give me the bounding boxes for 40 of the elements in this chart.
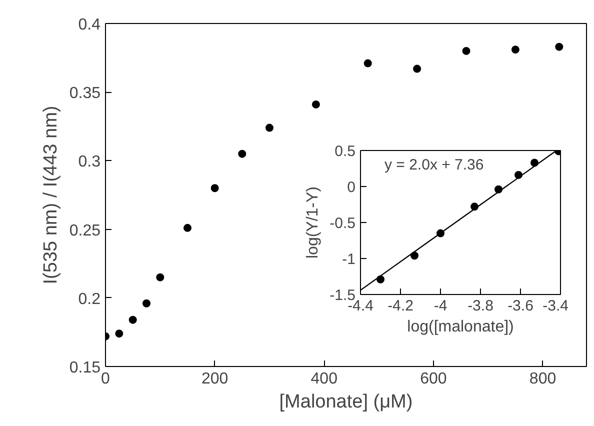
x-tick-label: -3.8 bbox=[468, 298, 494, 314]
point bbox=[210, 184, 219, 192]
x-tick-label: -3.4 bbox=[542, 298, 569, 314]
point bbox=[555, 42, 564, 51]
point bbox=[265, 124, 274, 132]
x-tick-label: 200 bbox=[201, 370, 228, 388]
point bbox=[238, 150, 246, 158]
y-tick-label: -1 bbox=[342, 251, 356, 268]
annotation: y = 2.0x + 7.36 bbox=[384, 156, 484, 174]
y-tick-label: -1.5 bbox=[330, 287, 356, 304]
point bbox=[511, 46, 520, 54]
y-tick-label: 0.3 bbox=[78, 154, 101, 171]
y-axis-title: I(535 nm) / I(443 nm) bbox=[40, 106, 62, 284]
y-tick-label: 0.25 bbox=[69, 222, 101, 240]
point bbox=[128, 316, 137, 324]
point bbox=[312, 100, 320, 108]
point bbox=[183, 224, 192, 232]
point bbox=[156, 273, 164, 282]
y-tick-label: 0.4 bbox=[78, 16, 101, 34]
y-tick-label: 0.15 bbox=[69, 360, 101, 376]
x-tick-label: 400 bbox=[310, 370, 338, 388]
point bbox=[142, 299, 150, 308]
x-tick-label: 600 bbox=[420, 370, 447, 388]
y-tick-label: -0.5 bbox=[330, 215, 356, 232]
x-tick-label: -4 bbox=[434, 298, 448, 314]
x-tick-label: -4.2 bbox=[388, 298, 414, 314]
point bbox=[115, 330, 124, 338]
x-tick-label: -3.6 bbox=[508, 298, 534, 314]
y-tick-label: 0.5 bbox=[334, 143, 356, 160]
y-tick-label: 0 bbox=[347, 179, 356, 196]
point bbox=[410, 252, 418, 260]
point bbox=[462, 46, 470, 55]
point bbox=[413, 64, 422, 73]
x-tick-label: 800 bbox=[529, 370, 556, 388]
y-axis-title: log(Y/1-Y) bbox=[304, 186, 322, 259]
y-tick-label: 0.2 bbox=[78, 290, 101, 308]
point bbox=[364, 59, 372, 68]
y-tick-label: 0.35 bbox=[69, 85, 101, 102]
x-axis-title: log([malonate]) bbox=[407, 318, 514, 336]
x-axis-title: [Malonate] (μM) bbox=[279, 392, 413, 412]
